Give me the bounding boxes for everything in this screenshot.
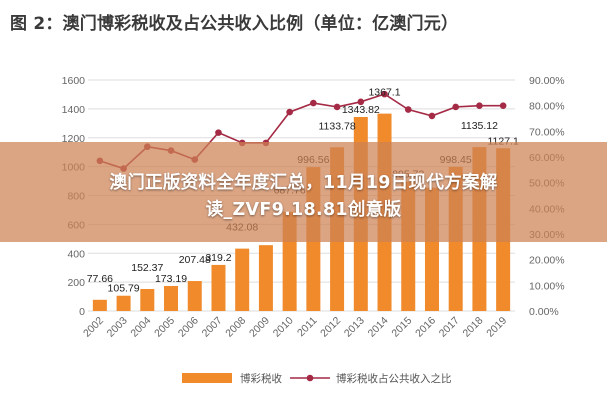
y-left-tick-label: 1400 [62, 104, 86, 116]
bar [92, 299, 107, 311]
legend: 博彩税收 博彩税收占公共收入之比 [182, 372, 452, 385]
x-tick-label: 2017 [437, 315, 462, 340]
line-point [215, 129, 222, 136]
x-tick-label: 2018 [461, 315, 486, 340]
bar-data-label: 1135.12 [461, 120, 498, 132]
x-tick-label: 2016 [413, 315, 438, 340]
bar-data-label: 77.66 [87, 273, 113, 285]
bar-data-label: 152.37 [131, 262, 163, 274]
bar [140, 289, 155, 311]
x-tick-label: 2010 [271, 315, 296, 340]
chart-title: 图 2：澳门博彩税收及占公共收入比例（单位：亿澳门元） [10, 14, 459, 34]
bar-data-label: 1133.78 [318, 120, 355, 132]
bar [164, 285, 179, 311]
y-left-tick-label: 1200 [62, 133, 86, 145]
line-point [428, 112, 436, 120]
line-point [476, 102, 483, 109]
bar [235, 248, 250, 311]
x-tick-label: 2006 [176, 315, 201, 340]
bar-data-label: 173.19 [155, 273, 187, 285]
x-tick-label: 2013 [342, 315, 367, 340]
x-tick-label: 2004 [128, 315, 153, 340]
x-tick-label: 2003 [105, 315, 130, 340]
y-left-tick-label: 400 [67, 248, 85, 260]
line-point [357, 98, 365, 106]
legend-bar-label: 博彩税收 [240, 372, 282, 385]
bar [116, 295, 131, 311]
bar [211, 264, 226, 311]
y-right-tick-label: 70.00% [529, 126, 565, 138]
line-point [286, 108, 293, 116]
legend-bar-swatch [182, 373, 232, 383]
y-right-tick-label: 0.00% [529, 306, 559, 318]
line-point [333, 103, 341, 111]
legend-line-label: 博彩税收占公共收入之比 [336, 372, 452, 385]
bar [187, 281, 202, 311]
line-point [404, 106, 412, 113]
y-left-tick-label: 1600 [62, 75, 86, 87]
bar [258, 245, 273, 311]
x-tick-label: 2012 [318, 315, 343, 340]
bar-data-label: 319.2 [205, 252, 231, 264]
line-point [381, 90, 388, 98]
overlay-text: 澳门正版资料全年度汇总，11月19日现代方案解 读_ZVF9.18.81创意版 [0, 170, 607, 224]
bar-data-label: 105.79 [108, 283, 140, 295]
x-tick-label: 2005 [152, 315, 177, 340]
legend-line-marker [306, 374, 314, 382]
y-left-tick-label: 200 [67, 277, 85, 289]
y-left-tick-label: 0 [79, 306, 85, 318]
bar-data-label: 207.48 [179, 254, 211, 266]
line-point [499, 102, 507, 109]
y-right-tick-label: 20.00% [529, 255, 565, 267]
x-tick-label: 2011 [295, 315, 320, 340]
y-right-tick-label: 10.00% [529, 280, 565, 292]
overlay-banner [0, 142, 607, 242]
x-tick-label: 2015 [389, 315, 414, 340]
x-tick-label: 2009 [247, 315, 272, 340]
x-tick-label: 2019 [484, 315, 509, 340]
overlay-line-2: 读_ZVF9.18.81创意版 [205, 200, 402, 220]
bar-data-label: 1367.1 [368, 87, 400, 99]
y-right-tick-label: 80.00% [529, 101, 565, 113]
overlay-line-1: 澳门正版资料全年度汇总，11月19日现代方案解 [109, 173, 498, 193]
x-tick-label: 2007 [200, 315, 225, 340]
x-tick-label: 2002 [81, 315, 106, 340]
line-point [452, 103, 459, 111]
x-tick-label: 2008 [223, 315, 248, 340]
bar-data-label: 1343.82 [342, 104, 380, 116]
line-point [310, 99, 317, 107]
x-tick-label: 2014 [366, 315, 391, 340]
y-right-tick-label: 90.00% [529, 75, 565, 87]
